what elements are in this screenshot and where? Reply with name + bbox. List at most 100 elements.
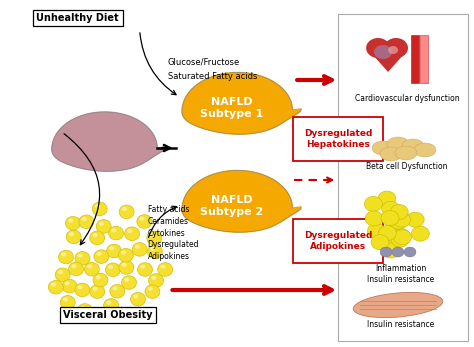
Ellipse shape: [366, 38, 390, 58]
Ellipse shape: [124, 278, 129, 282]
Ellipse shape: [105, 263, 120, 277]
Text: Cardiovascular dysfunction: Cardiovascular dysfunction: [355, 94, 459, 103]
Ellipse shape: [90, 285, 105, 298]
Ellipse shape: [380, 247, 392, 257]
Ellipse shape: [388, 46, 398, 54]
Ellipse shape: [77, 304, 92, 317]
Ellipse shape: [137, 215, 152, 228]
FancyBboxPatch shape: [293, 219, 383, 263]
Ellipse shape: [139, 217, 145, 221]
Ellipse shape: [110, 285, 125, 298]
Ellipse shape: [77, 285, 82, 289]
Ellipse shape: [390, 214, 408, 229]
Ellipse shape: [391, 232, 409, 247]
Ellipse shape: [112, 287, 118, 290]
Bar: [411, 35, 419, 83]
Ellipse shape: [395, 146, 417, 160]
Ellipse shape: [121, 276, 137, 289]
Text: Insulin resistance: Insulin resistance: [367, 320, 435, 329]
Ellipse shape: [122, 207, 127, 211]
Ellipse shape: [79, 215, 94, 229]
Ellipse shape: [145, 285, 160, 298]
Ellipse shape: [63, 298, 68, 302]
Ellipse shape: [150, 247, 155, 251]
Ellipse shape: [90, 231, 105, 245]
Ellipse shape: [84, 262, 100, 276]
Ellipse shape: [107, 244, 121, 258]
Ellipse shape: [130, 293, 146, 306]
Ellipse shape: [48, 280, 63, 294]
Ellipse shape: [387, 230, 405, 246]
Ellipse shape: [132, 243, 147, 256]
Ellipse shape: [125, 227, 139, 240]
Ellipse shape: [106, 301, 111, 305]
Ellipse shape: [58, 270, 63, 274]
Ellipse shape: [149, 233, 155, 237]
Ellipse shape: [96, 275, 101, 279]
Ellipse shape: [378, 191, 396, 206]
Ellipse shape: [96, 220, 111, 233]
Ellipse shape: [411, 226, 429, 241]
Ellipse shape: [109, 226, 124, 240]
Ellipse shape: [121, 263, 127, 267]
Ellipse shape: [69, 262, 83, 276]
Ellipse shape: [402, 139, 424, 153]
Polygon shape: [182, 170, 301, 232]
Ellipse shape: [109, 246, 114, 250]
Ellipse shape: [365, 211, 383, 226]
Text: Visceral Obesity: Visceral Obesity: [63, 310, 153, 320]
Text: Fatty acids
Ceramides
Cytokines
Dysregulated
Adipokines: Fatty acids Ceramides Cytokines Dysregul…: [147, 205, 199, 261]
Ellipse shape: [61, 252, 66, 256]
Ellipse shape: [66, 230, 81, 244]
Ellipse shape: [365, 196, 383, 211]
Ellipse shape: [147, 287, 153, 291]
Text: NAFLD
Subtype 1: NAFLD Subtype 1: [200, 97, 263, 119]
Text: Unhealthy Diet: Unhealthy Diet: [36, 13, 119, 23]
Ellipse shape: [62, 279, 77, 293]
Ellipse shape: [121, 251, 126, 255]
Ellipse shape: [118, 248, 133, 262]
Ellipse shape: [78, 254, 83, 258]
Ellipse shape: [80, 306, 85, 310]
Ellipse shape: [392, 247, 404, 257]
FancyBboxPatch shape: [293, 117, 383, 161]
Ellipse shape: [137, 263, 153, 276]
Ellipse shape: [93, 273, 108, 287]
Ellipse shape: [75, 252, 90, 265]
Ellipse shape: [158, 263, 173, 276]
Ellipse shape: [135, 245, 140, 249]
Ellipse shape: [414, 143, 436, 157]
Ellipse shape: [151, 276, 156, 280]
Ellipse shape: [387, 137, 409, 151]
Text: NAFLD
Subtype 2: NAFLD Subtype 2: [200, 195, 263, 217]
Ellipse shape: [367, 223, 385, 238]
Ellipse shape: [65, 281, 70, 286]
Ellipse shape: [69, 232, 74, 236]
Text: Saturated Fatty acids: Saturated Fatty acids: [168, 71, 257, 81]
Text: Inflammation
Insulin resistance: Inflammation Insulin resistance: [367, 264, 435, 284]
Ellipse shape: [382, 243, 400, 258]
Ellipse shape: [60, 296, 75, 309]
Polygon shape: [52, 112, 165, 171]
Text: Dysregulated
Adipokines: Dysregulated Adipokines: [304, 231, 373, 251]
Polygon shape: [372, 54, 404, 72]
Ellipse shape: [111, 228, 117, 232]
Ellipse shape: [372, 141, 394, 155]
Ellipse shape: [127, 229, 132, 233]
Ellipse shape: [59, 250, 73, 264]
Ellipse shape: [371, 235, 389, 250]
Ellipse shape: [68, 219, 73, 222]
Ellipse shape: [406, 212, 424, 227]
Ellipse shape: [65, 217, 81, 230]
Ellipse shape: [51, 282, 56, 287]
Ellipse shape: [108, 265, 113, 269]
Ellipse shape: [94, 250, 109, 263]
Ellipse shape: [87, 264, 92, 269]
Ellipse shape: [99, 222, 104, 226]
Ellipse shape: [97, 252, 102, 256]
Ellipse shape: [393, 230, 411, 245]
Bar: [420, 35, 428, 83]
Ellipse shape: [82, 217, 87, 221]
Ellipse shape: [75, 283, 90, 297]
Ellipse shape: [119, 261, 134, 274]
